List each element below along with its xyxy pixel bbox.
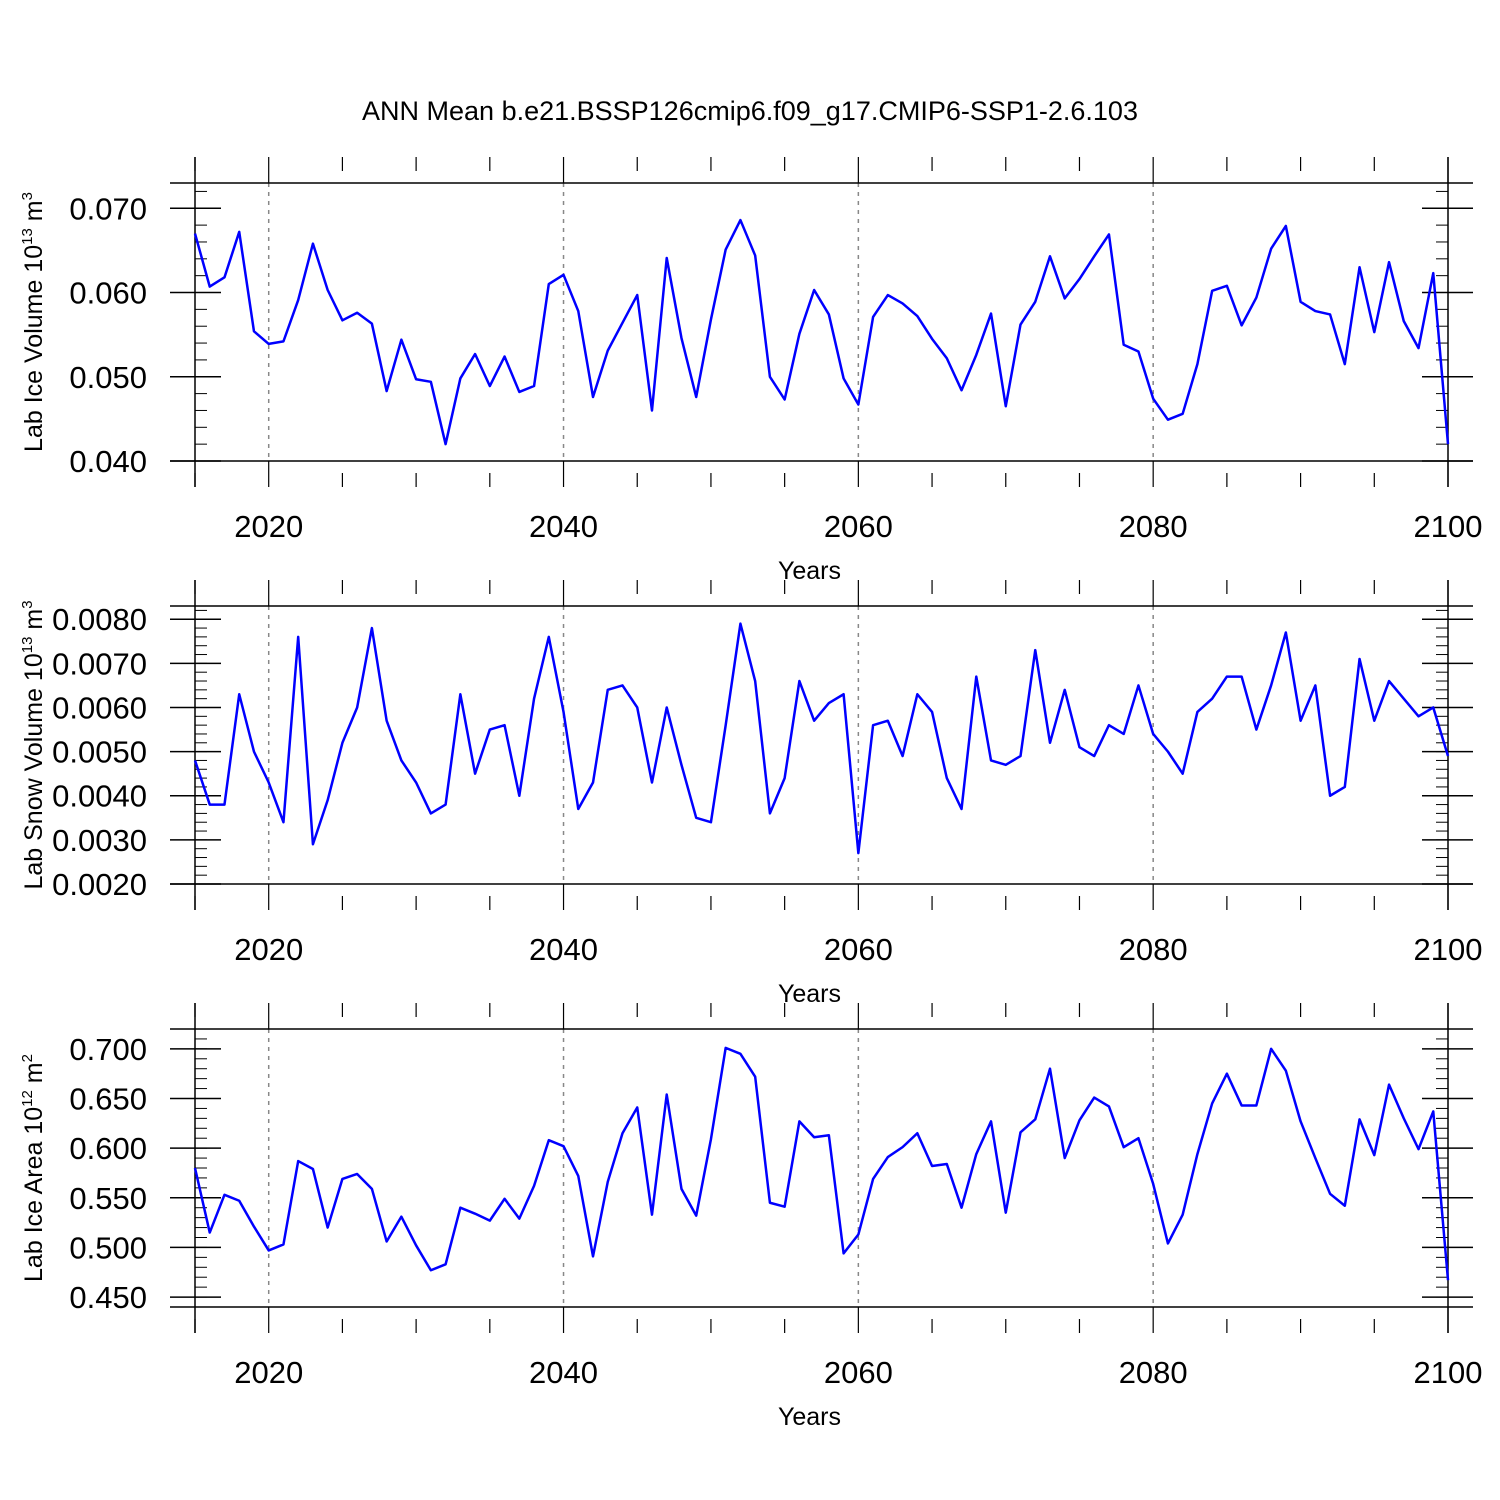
y-tick-label: 0.040 — [69, 444, 147, 479]
x-tick-label: 2020 — [234, 509, 303, 544]
y-tick-label: 0.700 — [69, 1032, 147, 1067]
y-tick-label: 0.0080 — [52, 602, 147, 637]
y-tick-label: 0.0050 — [52, 735, 147, 770]
y-tick-label: 0.070 — [69, 191, 147, 226]
x-tick-label: 2040 — [529, 1355, 598, 1390]
y-axis-label-unit: m — [20, 200, 48, 228]
y-tick-label: 0.050 — [69, 360, 147, 395]
y-tick-label: 0.0020 — [52, 867, 147, 902]
data-series-line — [193, 1046, 1450, 1281]
x-tick-label: 2020 — [234, 1355, 303, 1390]
chart-title: ANN Mean b.e21.BSSP126cmip6.f09_g17.CMIP… — [362, 96, 1138, 126]
y-axis-label-unit-exponent: 2 — [19, 1054, 36, 1062]
y-tick-label: 0.650 — [69, 1082, 147, 1117]
y-axis-label: Lab Ice Volume 1013 m3 — [19, 192, 48, 452]
chart-panel-1: 2020 2040 2060 2080 2100 0.040 0.050 0.060 0.070… — [19, 157, 1482, 585]
x-tick-label: 2060 — [824, 509, 893, 544]
y-axis-label: Lab Snow Volume 1013 m3 — [19, 600, 48, 889]
x-axis-label: Years — [778, 1403, 841, 1431]
x-tick-label: 2080 — [1119, 932, 1188, 967]
x-axis-label: Years — [778, 980, 841, 1008]
y-axis-label-exponent: 13 — [19, 637, 36, 654]
chart-panel-3: 2020 2040 2060 2080 2100 0.450 0.500 0.550 0.600… — [19, 1003, 1482, 1431]
y-axis-label-unit-exponent: 3 — [19, 600, 36, 608]
x-axis-label: Years — [778, 557, 841, 585]
x-tick-label: 2040 — [529, 509, 598, 544]
y-tick-label: 0.450 — [69, 1280, 147, 1315]
y-tick-label: 0.500 — [69, 1230, 147, 1265]
y-tick-label: 0.0030 — [52, 823, 147, 858]
x-tick-label: 2060 — [824, 1355, 893, 1390]
x-tick-label: 2080 — [1119, 509, 1188, 544]
y-tick-label: 0.0040 — [52, 779, 147, 814]
y-axis-label-unit: m — [20, 1062, 48, 1090]
y-tick-label: 0.550 — [69, 1181, 147, 1216]
y-axis-label-text: Lab Ice Volume 10 — [20, 245, 48, 452]
y-tick-label: 0.0060 — [52, 690, 147, 725]
x-tick-label: 2100 — [1414, 1355, 1483, 1390]
y-axis-label: Lab Ice Area 1012 m2 — [19, 1054, 48, 1282]
x-tick-label: 2100 — [1414, 509, 1483, 544]
y-axis-label-exponent: 12 — [19, 1090, 36, 1107]
y-axis-label-unit: m — [20, 609, 48, 637]
chart-panel-2: 2020 2040 2060 2080 2100 0.0020 0.0030 0.0040 0.… — [19, 580, 1482, 1008]
x-tick-label: 2060 — [824, 932, 893, 967]
data-series-line — [193, 218, 1450, 446]
data-series-line — [193, 622, 1450, 855]
x-tick-label: 2100 — [1414, 932, 1483, 967]
x-tick-label: 2040 — [529, 932, 598, 967]
y-tick-label: 0.0070 — [52, 646, 147, 681]
y-axis-label-text: Lab Ice Area 10 — [20, 1107, 48, 1282]
x-tick-label: 2080 — [1119, 1355, 1188, 1390]
y-axis-label-text: Lab Snow Volume 10 — [20, 653, 48, 889]
y-tick-label: 0.060 — [69, 276, 147, 311]
x-tick-label: 2020 — [234, 932, 303, 967]
y-axis-label-exponent: 13 — [19, 228, 36, 245]
y-tick-label: 0.600 — [69, 1131, 147, 1166]
y-axis-label-unit-exponent: 3 — [19, 192, 36, 200]
